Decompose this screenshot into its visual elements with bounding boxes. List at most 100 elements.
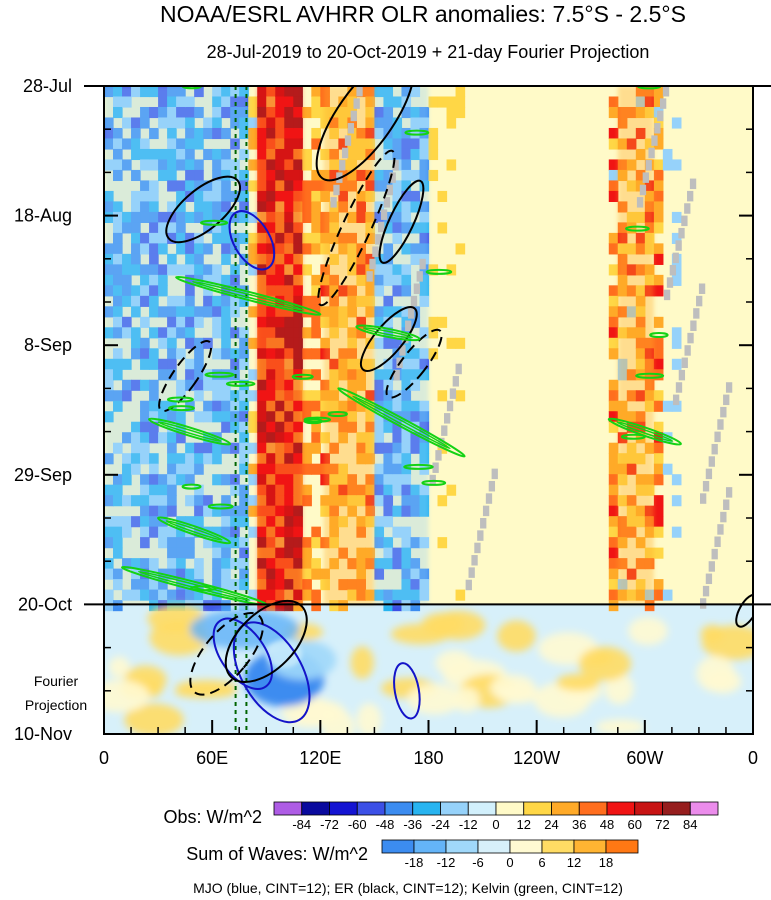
anomaly-cell	[653, 86, 664, 98]
anomaly-cell	[392, 600, 403, 612]
projected-anomaly-field	[104, 604, 753, 734]
anomaly-cell	[671, 159, 682, 171]
anomaly-cell	[221, 600, 231, 612]
anomaly-cell	[311, 327, 321, 339]
missing-data-cell	[455, 363, 462, 375]
mjo-contour	[228, 210, 276, 271]
missing-data-cell	[723, 499, 730, 510]
anomaly-cell	[302, 442, 312, 454]
missing-data-cell	[672, 252, 679, 264]
missing-data-cell	[651, 135, 658, 146]
missing-data-cell	[471, 555, 478, 566]
obs-colorbar-swatch	[301, 801, 330, 816]
missing-data-cell	[488, 480, 496, 492]
obs-colorbar-swatch	[689, 801, 719, 816]
anomaly-cell	[671, 117, 682, 129]
anomaly-cell	[428, 148, 439, 161]
anomaly-cell	[608, 495, 619, 507]
plot-area	[104, 86, 753, 734]
anomaly-cell	[248, 180, 258, 192]
anomaly-cell	[311, 169, 321, 182]
anomaly-cell	[311, 295, 321, 307]
anomaly-cell	[104, 600, 114, 612]
missing-data-cell	[693, 308, 700, 319]
x-tick-label: 120W	[513, 748, 560, 768]
anomaly-band-fill	[104, 86, 249, 605]
anomaly-cell	[302, 264, 312, 276]
anomaly-cell	[302, 232, 312, 244]
obs-colorbar-tick: 72	[655, 817, 669, 832]
anomaly-cell	[653, 495, 664, 507]
anomaly-cell	[608, 390, 619, 402]
missing-data-cell	[698, 283, 706, 294]
missing-data-cell	[717, 524, 724, 535]
anomaly-cell	[113, 600, 123, 612]
missing-data-cell	[491, 468, 498, 480]
missing-data-cell	[687, 332, 694, 344]
anomaly-cell	[608, 526, 619, 538]
kelvin-contour-small	[207, 503, 234, 510]
anomaly-cell	[248, 390, 258, 402]
kelvin-contour-small	[649, 332, 669, 339]
missing-data-cell	[372, 246, 379, 257]
anomaly-cell	[194, 600, 204, 612]
anomaly-cell	[455, 390, 466, 402]
missing-data-cell	[636, 197, 644, 208]
projection-patch	[453, 687, 480, 713]
anomaly-cell	[671, 264, 682, 276]
anomaly-cell	[302, 537, 312, 549]
anomaly-cell	[248, 505, 258, 517]
obs-colorbar-tick: 0	[492, 817, 499, 832]
y-tick-label: 8-Sep	[24, 335, 72, 355]
missing-data-cell	[380, 209, 388, 220]
kelvin-contour-small	[291, 373, 314, 380]
anomaly-cell	[302, 484, 312, 496]
anomaly-cell	[653, 159, 664, 171]
obs-colorbar-swatch	[356, 801, 386, 816]
obs-colorbar-tick: 24	[544, 817, 558, 832]
missing-data-cell	[444, 413, 451, 424]
anomaly-cell	[311, 243, 321, 255]
anomaly-cell	[302, 190, 312, 203]
anomaly-cell	[437, 316, 448, 328]
projection-patch	[701, 625, 753, 660]
anomaly-cell	[302, 579, 312, 591]
anomaly-cell	[428, 127, 439, 140]
anomaly-cell	[653, 138, 664, 150]
anomaly-cell	[455, 96, 466, 108]
anomaly-cell	[608, 411, 619, 423]
anomaly-cell	[653, 211, 664, 223]
anomaly-cell	[248, 96, 258, 108]
projection-patch	[556, 673, 600, 691]
waves-colorbar-tick: 6	[538, 855, 545, 870]
missing-data-cell	[684, 203, 691, 214]
anomaly-cell	[437, 190, 448, 203]
waves-colorbar-tick: -12	[437, 855, 456, 870]
anomaly-cell	[653, 579, 664, 591]
missing-data-cell	[663, 289, 671, 301]
anomaly-cell	[653, 516, 664, 528]
obs-colorbar-tick: -72	[320, 817, 339, 832]
anomaly-cell	[248, 232, 258, 244]
anomaly-cell	[302, 568, 312, 580]
anomaly-cell	[653, 358, 664, 370]
anomaly-cell	[446, 117, 457, 129]
anomaly-cell	[185, 600, 195, 612]
missing-data-cell	[333, 184, 340, 196]
anomaly-cell	[212, 600, 222, 612]
waves-colorbar-swatch	[413, 839, 447, 854]
kelvin-contour	[175, 275, 322, 316]
x-tick-label: 0	[99, 748, 109, 768]
anomaly-cell	[608, 306, 619, 318]
missing-data-cell	[723, 394, 730, 406]
projection-patch	[174, 686, 236, 699]
anomaly-cell	[302, 495, 312, 507]
missing-data-cell	[386, 184, 393, 196]
anomaly-cell	[608, 327, 619, 339]
obs-colorbar-tick: 84	[683, 817, 697, 832]
anomaly-cell	[653, 180, 664, 192]
anomaly-cell	[428, 138, 439, 150]
chart-title: NOAA/ESRL AVHRR OLR anomalies: 7.5°S - 2…	[160, 1, 686, 27]
anomaly-cell	[608, 547, 619, 559]
projection-patch	[604, 673, 634, 705]
